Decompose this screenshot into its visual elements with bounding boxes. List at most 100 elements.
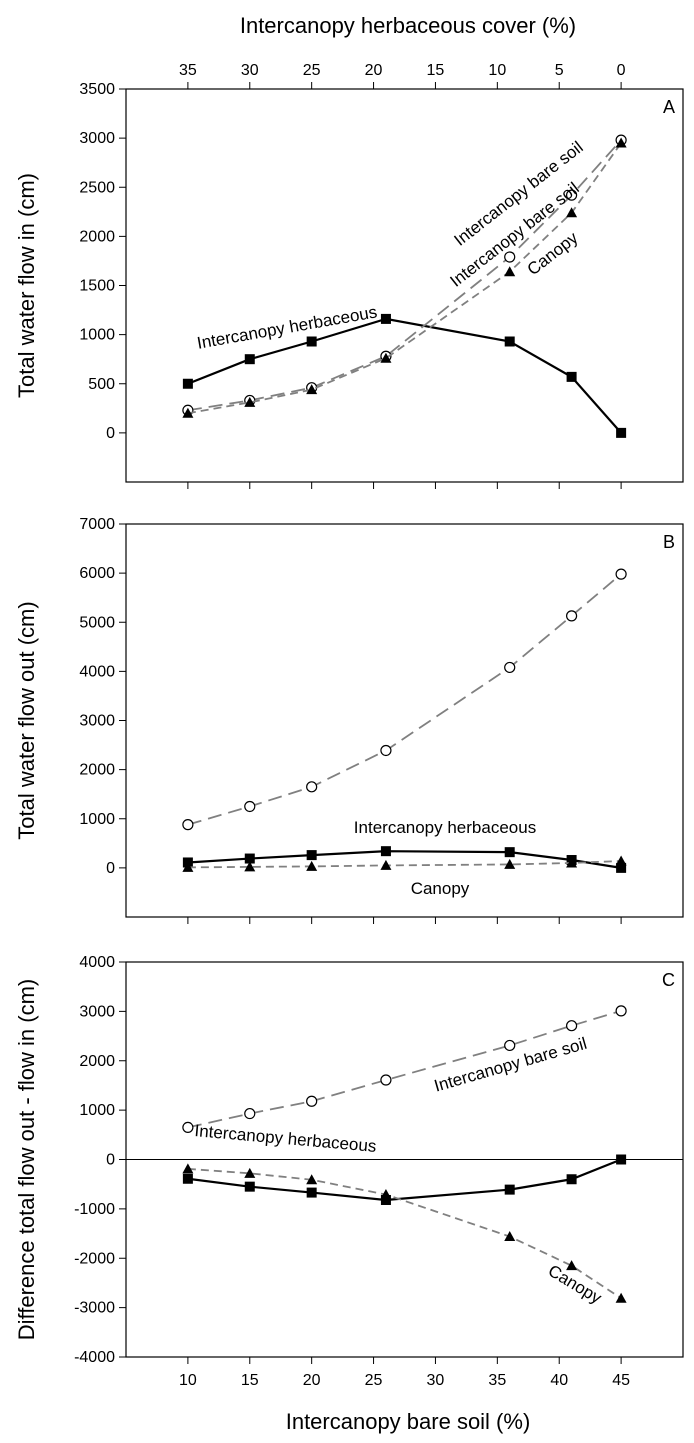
data-point-square bbox=[306, 850, 317, 861]
y-tick-label: 0 bbox=[106, 1152, 115, 1169]
data-point-circle bbox=[504, 1039, 516, 1052]
data-point-square bbox=[306, 336, 317, 347]
data-point-square bbox=[306, 1187, 317, 1198]
data-point-circle bbox=[565, 189, 578, 201]
data-point-square bbox=[244, 853, 255, 864]
plot-frame bbox=[125, 523, 684, 918]
y-tick-label: 7000 bbox=[79, 516, 115, 533]
y-tick-label: 3000 bbox=[79, 130, 115, 147]
x-tick-label: 10 bbox=[179, 1372, 197, 1389]
data-point-triangle bbox=[504, 858, 516, 869]
data-point-triangle bbox=[615, 1292, 627, 1303]
x-tick-label: 45 bbox=[612, 1372, 630, 1389]
data-point-circle bbox=[306, 1095, 318, 1107]
data-point-square bbox=[616, 427, 627, 438]
data-point-triangle bbox=[182, 407, 194, 418]
series-intercanopy-bare-soil: Intercanopy bare soil bbox=[182, 1005, 627, 1134]
series-label: Canopy bbox=[524, 228, 582, 279]
y-tick-label: 1000 bbox=[79, 327, 115, 344]
data-point-square bbox=[566, 371, 577, 382]
data-point-circle bbox=[565, 610, 578, 622]
data-point-circle bbox=[244, 1107, 256, 1120]
data-point-square bbox=[380, 1194, 391, 1205]
series-intercanopy-herbaceous: Intercanopy herbaceous bbox=[182, 1121, 627, 1205]
data-point-circle bbox=[615, 1005, 627, 1017]
data-point-triangle bbox=[566, 857, 578, 868]
y-axis-title: Total water flow in (cm) bbox=[14, 173, 39, 398]
data-point-square bbox=[566, 1174, 577, 1185]
y-axis-title: Difference total flow out - flow in (cm) bbox=[14, 979, 39, 1341]
data-point-triangle bbox=[306, 384, 318, 395]
y-tick-label: -4000 bbox=[74, 1349, 115, 1366]
y-tick-label: -2000 bbox=[74, 1250, 115, 1267]
x-tick-label: 15 bbox=[241, 1372, 259, 1389]
top-tick-label: 30 bbox=[241, 62, 259, 79]
top-axis-title: Intercanopy herbaceous cover (%) bbox=[240, 13, 576, 38]
panel-letter: A bbox=[663, 97, 675, 117]
series-label: Intercanopy herbaceous bbox=[194, 1121, 377, 1156]
series-line bbox=[187, 139, 622, 412]
data-point-triangle bbox=[306, 860, 318, 871]
data-point-circle bbox=[244, 800, 256, 813]
data-point-circle bbox=[182, 1121, 194, 1134]
data-point-square bbox=[380, 846, 391, 857]
data-point-triangle bbox=[380, 859, 392, 870]
series-label: Intercanopy herbaceous bbox=[196, 302, 379, 352]
top-tick-label: 35 bbox=[179, 62, 197, 79]
data-point-square bbox=[182, 378, 193, 389]
data-point-triangle bbox=[380, 1189, 392, 1200]
series-canopy: Canopy bbox=[182, 855, 627, 898]
data-point-square bbox=[504, 1184, 515, 1195]
y-tick-label: 2000 bbox=[79, 228, 115, 245]
data-point-circle bbox=[306, 781, 318, 793]
series-line bbox=[187, 573, 622, 826]
data-point-triangle bbox=[615, 137, 627, 148]
y-tick-label: 500 bbox=[88, 376, 115, 393]
data-point-triangle bbox=[380, 352, 392, 363]
x-tick-label: 40 bbox=[550, 1372, 568, 1389]
series-line bbox=[187, 1158, 622, 1202]
series-label: Canopy bbox=[411, 879, 470, 898]
series-intercanopy-bare-soil: Intercanopy bare soil bbox=[182, 179, 627, 831]
series-label: Intercanopy herbaceous bbox=[354, 818, 536, 837]
data-point-circle bbox=[504, 251, 516, 263]
data-point-triangle bbox=[244, 1167, 256, 1178]
data-point-triangle bbox=[566, 207, 578, 218]
x-tick-label: 20 bbox=[303, 1372, 321, 1389]
panel-c: -4000 -3000 -2000 -1000 0 1000 2000 3000 4000 10 1… bbox=[14, 954, 684, 1389]
data-point-square bbox=[182, 1173, 193, 1184]
series-line bbox=[187, 142, 622, 415]
y-tick-label: 3000 bbox=[79, 713, 115, 730]
data-point-triangle bbox=[504, 1231, 516, 1242]
y-tick-label: -3000 bbox=[74, 1300, 115, 1317]
data-point-square bbox=[616, 1154, 627, 1165]
data-point-square bbox=[504, 847, 515, 858]
y-tick-label: 6000 bbox=[79, 565, 115, 582]
data-point-circle bbox=[380, 744, 392, 757]
plot-frame bbox=[125, 88, 684, 483]
data-point-circle bbox=[182, 819, 194, 831]
y-tick-label: 2000 bbox=[79, 762, 115, 779]
data-point-circle bbox=[615, 568, 627, 580]
y-tick-label: 1000 bbox=[79, 1102, 115, 1119]
data-point-circle bbox=[565, 1020, 578, 1032]
series-intercanopy-herbaceous: Intercanopy herbaceous bbox=[182, 302, 627, 438]
y-tick-label: 0 bbox=[106, 860, 115, 877]
y-tick-label: 1000 bbox=[79, 811, 115, 828]
bottom-axis-title: Intercanopy bare soil (%) bbox=[286, 1409, 531, 1434]
panel-letter: C bbox=[662, 970, 675, 990]
y-tick-label: 5000 bbox=[79, 614, 115, 631]
data-point-triangle bbox=[182, 861, 194, 872]
data-point-triangle bbox=[566, 1260, 578, 1271]
series-canopy: Canopy bbox=[182, 137, 627, 418]
top-tick-label: 20 bbox=[365, 62, 383, 79]
data-point-square bbox=[616, 862, 627, 873]
y-tick-label: 3500 bbox=[79, 81, 115, 98]
top-tick-label: 0 bbox=[617, 62, 626, 79]
data-point-circle bbox=[380, 1074, 392, 1086]
y-tick-label: 1500 bbox=[79, 278, 115, 295]
top-tick-label: 25 bbox=[303, 62, 321, 79]
data-point-square bbox=[244, 1181, 255, 1192]
data-point-triangle bbox=[244, 861, 256, 872]
data-point-square bbox=[504, 336, 515, 347]
